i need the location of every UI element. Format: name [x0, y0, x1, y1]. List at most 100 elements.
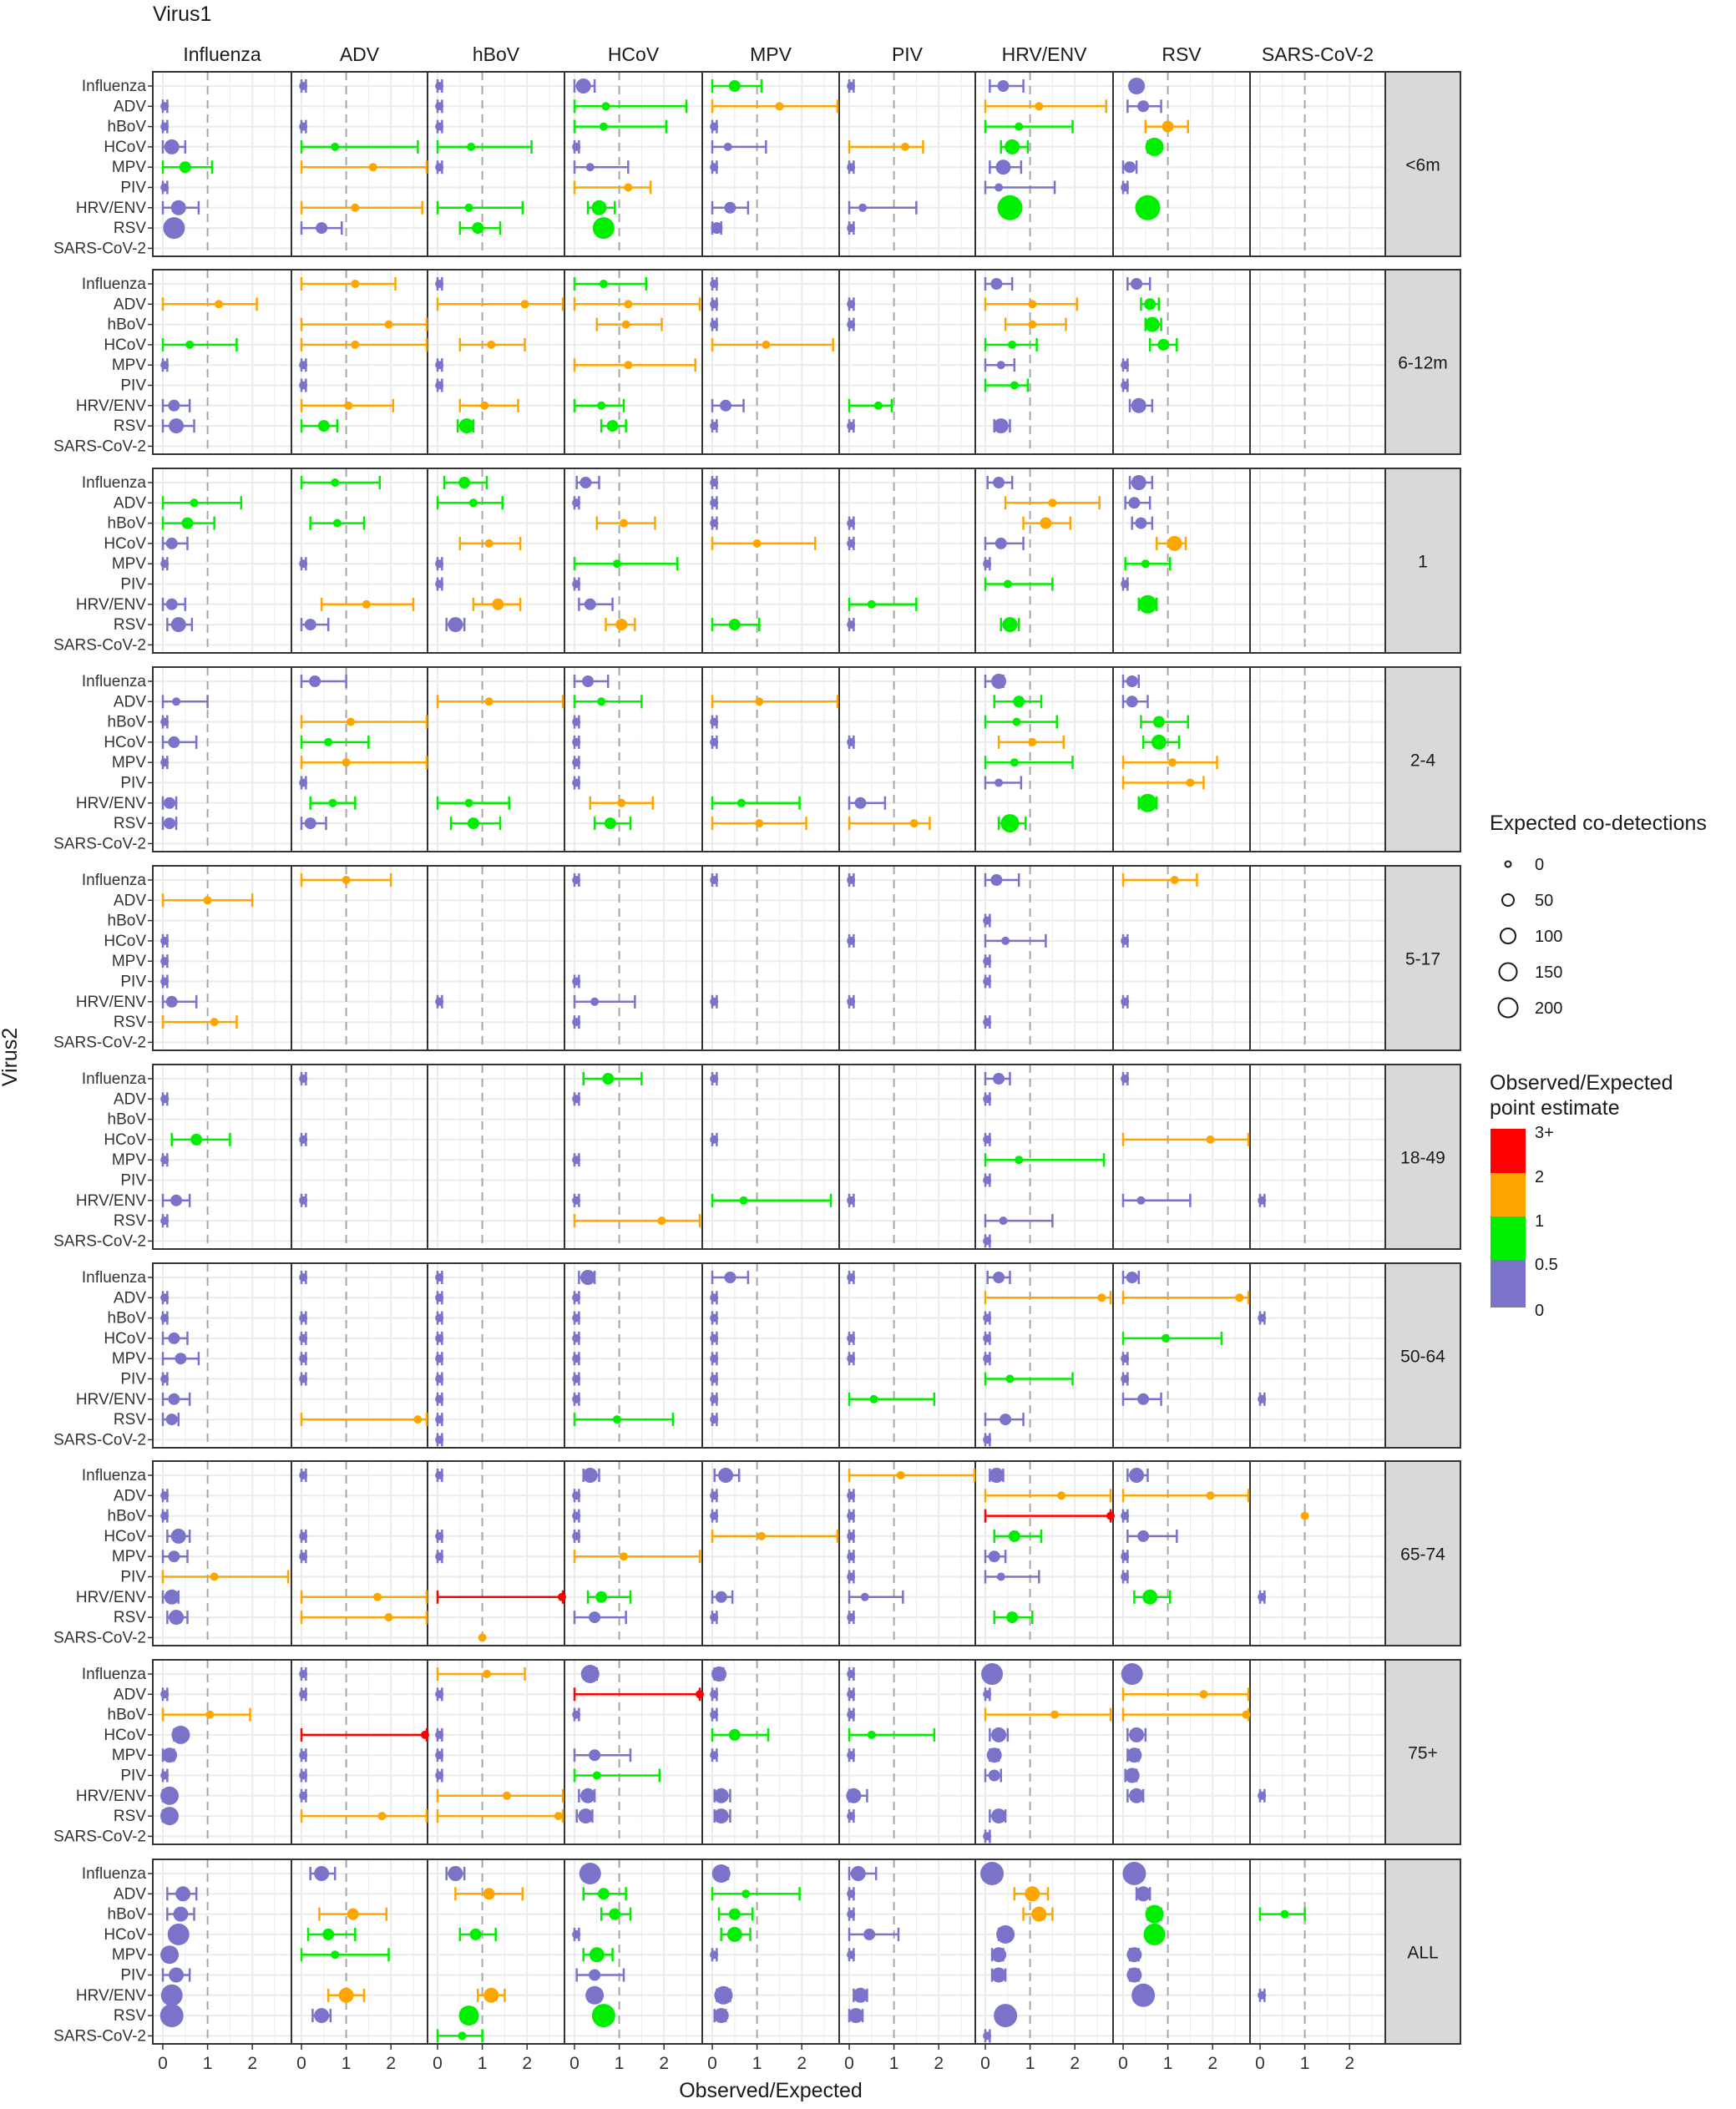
data-point — [983, 1313, 992, 1323]
data-point — [484, 539, 493, 548]
color-legend-title-2: point estimate — [1490, 1096, 1620, 1120]
data-point — [1028, 737, 1037, 746]
data-point — [575, 78, 591, 94]
data-point — [572, 1491, 581, 1500]
data-point — [1131, 397, 1146, 413]
panel-background — [1250, 468, 1385, 653]
data-point — [1124, 161, 1136, 174]
y-tick-label: PIV — [120, 377, 146, 395]
facet-row-1: Influenza ADV hBoV HCoV MPV PIV HRV/ENV RSV SARS… — [53, 269, 1461, 455]
panel-r4-c1 — [291, 865, 428, 1051]
data-point — [993, 418, 1009, 434]
y-tick-label: hBoV — [108, 714, 147, 731]
data-point — [1126, 695, 1138, 708]
data-point — [710, 422, 719, 431]
data-point — [848, 2008, 864, 2024]
y-tick-label: HRV/ENV — [76, 1192, 146, 1210]
y-tick-label: MPV — [112, 357, 147, 374]
data-point — [710, 1333, 719, 1343]
data-point — [854, 797, 867, 809]
panel-r0-c8 — [1249, 71, 1386, 257]
data-point — [986, 1747, 1002, 1763]
y-tick-label: RSV — [114, 220, 146, 237]
data-point — [558, 1592, 566, 1601]
data-point — [847, 620, 856, 630]
data-point — [741, 1889, 751, 1899]
data-point — [168, 1550, 180, 1563]
panel-points-r4-c4 — [710, 873, 719, 1009]
data-point — [1121, 1552, 1130, 1561]
data-point — [520, 300, 529, 309]
color-legend-items: 3+ 2 1 0.5 0 — [1491, 1124, 1558, 1320]
data-point — [993, 477, 1005, 488]
data-point — [435, 1730, 444, 1739]
data-point — [484, 697, 493, 706]
panel-r8-c5 — [838, 1659, 976, 1845]
data-point — [1121, 936, 1130, 945]
data-point — [572, 1531, 581, 1540]
data-point — [299, 361, 308, 370]
size-legend-label: 50 — [1535, 892, 1553, 910]
data-point — [1167, 758, 1177, 767]
panel-r2-c8 — [1249, 468, 1386, 654]
data-point — [983, 957, 992, 966]
y-tick-label: hBoV — [108, 515, 147, 533]
data-point — [1142, 1589, 1158, 1605]
panel-background — [291, 1065, 428, 1249]
data-point — [710, 1293, 719, 1302]
data-point — [983, 1333, 992, 1343]
data-point — [467, 817, 479, 830]
data-point — [604, 817, 616, 830]
data-point — [435, 1293, 444, 1302]
data-point — [160, 361, 170, 370]
data-point — [1001, 936, 1010, 945]
color-legend-title-1: Observed/Expected — [1490, 1071, 1673, 1095]
y-tick-label: SARS-CoV-2 — [53, 1232, 146, 1250]
data-point — [847, 1196, 856, 1205]
data-point — [996, 361, 1005, 370]
panel-background — [291, 72, 428, 256]
data-point — [160, 1771, 170, 1780]
panel-r2-c6 — [974, 468, 1114, 654]
y-tick-label: MPV — [112, 953, 147, 970]
column-title-2: hBoV — [473, 43, 520, 65]
data-point — [590, 997, 600, 1006]
panel-r5-c4 — [701, 1064, 840, 1250]
panel-points-r0-c2 — [435, 79, 533, 235]
data-point — [996, 1572, 1005, 1581]
panel-background — [564, 1263, 702, 1448]
data-point — [999, 1216, 1008, 1226]
data-point — [617, 798, 626, 807]
data-point — [710, 1374, 719, 1383]
data-point — [331, 1950, 340, 1960]
data-point — [435, 1394, 444, 1403]
data-point — [572, 1511, 581, 1520]
data-point — [572, 142, 581, 151]
data-point — [1124, 1768, 1140, 1783]
data-point — [1258, 1990, 1267, 2000]
data-point — [384, 1613, 393, 1622]
data-point — [1006, 1611, 1019, 1624]
panel-points-r7-c8 — [1258, 1511, 1309, 1604]
data-point — [164, 1589, 180, 1605]
size-legend-label: 200 — [1535, 999, 1562, 1018]
panel-points-r6-c6 — [983, 1271, 1112, 1447]
y-tick-label: hBoV — [108, 1906, 147, 1924]
panel-r6-c2 — [427, 1262, 565, 1449]
panel-points-r9-c5 — [847, 1866, 900, 2024]
data-point — [435, 1435, 444, 1444]
data-point — [711, 1666, 727, 1682]
data-point — [602, 1073, 615, 1085]
data-point — [324, 737, 333, 746]
data-point — [299, 1670, 308, 1678]
panel-background — [1250, 72, 1385, 256]
panel-points-r8-c7 — [1121, 1663, 1251, 1803]
y-tick-label: HCoV — [104, 1330, 146, 1348]
size-legend-label: 0 — [1535, 856, 1544, 874]
legend: Expected co-detections 0 50 100 150 200 Obse… — [1490, 812, 1707, 1320]
data-point — [1025, 1886, 1040, 1902]
data-point — [162, 1747, 178, 1763]
color-legend-label: 0.5 — [1535, 1256, 1558, 1274]
panel-background — [975, 468, 1113, 653]
data-point — [210, 1572, 219, 1581]
